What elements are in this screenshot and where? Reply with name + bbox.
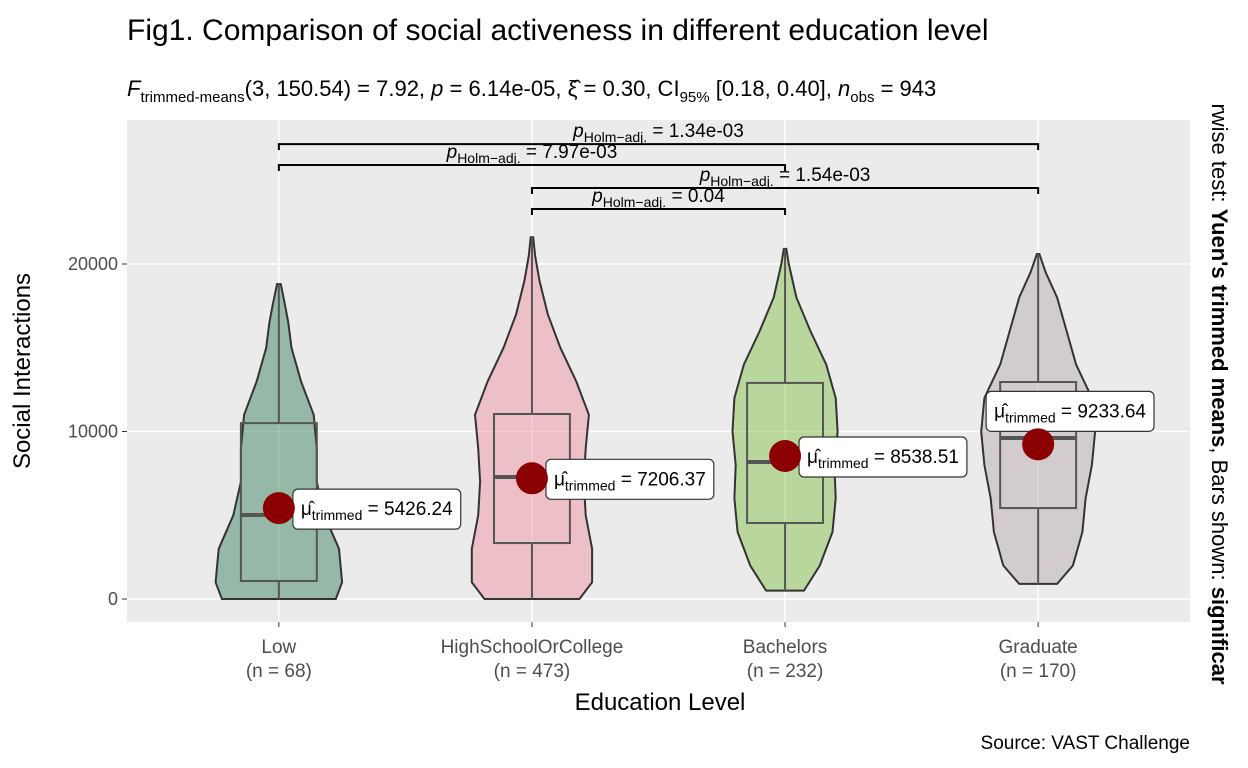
y-tick-label: 10000 bbox=[68, 422, 118, 442]
text-part: rwise test: bbox=[1207, 103, 1232, 208]
trimmed-mean bbox=[515, 462, 548, 495]
box bbox=[999, 381, 1078, 510]
text-part: , Bars shown: bbox=[1207, 447, 1232, 586]
p-value: = 0.04 bbox=[666, 186, 725, 207]
text-part: = 943 bbox=[874, 76, 936, 101]
mean-eq: = bbox=[362, 499, 384, 520]
text-part: (3, 150.54) = 7.92, bbox=[245, 76, 432, 101]
text-part: 95% bbox=[680, 89, 710, 106]
mean-label-box bbox=[985, 390, 1155, 432]
text-part: = 0.30, CI bbox=[577, 76, 679, 101]
trimmed-mean bbox=[769, 439, 802, 472]
text-part: significar bbox=[1207, 587, 1232, 685]
y-tick-label: 20000 bbox=[68, 254, 118, 274]
x-tick-count: (n = 232) bbox=[747, 661, 824, 682]
text-part: trimmed-means bbox=[140, 89, 244, 106]
p-symbol: p bbox=[446, 142, 458, 163]
p-value: = 1.34e-03 bbox=[647, 121, 744, 142]
mean-value: 7206.37 bbox=[637, 469, 706, 490]
p-subscript: Holm−adj. bbox=[457, 150, 520, 166]
p-subscript: Holm−adj. bbox=[603, 194, 666, 210]
mean-subscript: trimmed bbox=[312, 507, 363, 523]
p-symbol: p bbox=[699, 165, 711, 186]
chart-title: Fig1. Comparison of social activeness in… bbox=[127, 14, 989, 47]
mean-label: μ̂trimmed = 8538.51 bbox=[807, 447, 959, 471]
text-part: n bbox=[838, 76, 850, 101]
comparison-label: pHolm−adj. = 0.04 bbox=[591, 186, 725, 210]
x-tick-count: (n = 68) bbox=[246, 661, 312, 682]
text-part: [0.18, 0.40], bbox=[710, 76, 838, 101]
text-part: p bbox=[430, 76, 443, 101]
x-tick-label: Bachelors bbox=[743, 637, 828, 658]
chart-subtitle: Ftrimmed-means(3, 150.54) = 7.92, p = 6.… bbox=[127, 76, 936, 106]
mean-eq: = bbox=[1056, 401, 1078, 422]
p-subscript: Holm−adj. bbox=[710, 173, 773, 189]
mean-value: 9233.64 bbox=[1077, 401, 1146, 422]
comparison-bar bbox=[277, 143, 1040, 151]
x-tick-label: Graduate bbox=[999, 637, 1078, 658]
text-part: F bbox=[127, 76, 142, 101]
p-value: = 7.97e-03 bbox=[521, 142, 618, 163]
x-tick-count: (n = 473) bbox=[494, 661, 571, 682]
mean-eq: = bbox=[869, 447, 891, 468]
x-tick-label: HighSchoolOrCollege bbox=[441, 637, 624, 658]
trimmed-mean bbox=[262, 492, 295, 525]
y-axis-title: Social Interactions bbox=[9, 273, 36, 469]
text-part: = 6.14e-05, bbox=[443, 76, 567, 101]
mean-label: μ̂trimmed = 5426.24 bbox=[301, 499, 453, 523]
x-tick-label: Low bbox=[261, 637, 296, 658]
p-subscript: Holm−adj. bbox=[584, 129, 647, 145]
mean-eq: = bbox=[615, 469, 637, 490]
x-tick-count: (n = 170) bbox=[1000, 661, 1077, 682]
comparison-bar bbox=[530, 208, 787, 216]
mean-value: 5426.24 bbox=[384, 499, 453, 520]
comparison-label: pHolm−adj. = 7.97e-03 bbox=[446, 142, 618, 166]
plot-panel bbox=[127, 120, 1190, 622]
comparison-bar bbox=[530, 186, 1040, 194]
x-axis-title: Education Level bbox=[575, 689, 746, 716]
y-tick-label: 0 bbox=[108, 589, 118, 609]
mean-subscript: trimmed bbox=[1005, 409, 1056, 425]
caption: Source: VAST Challenge bbox=[981, 733, 1190, 754]
comparison-bar bbox=[277, 164, 787, 172]
mean-subscript: trimmed bbox=[565, 477, 616, 493]
trimmed-mean bbox=[1022, 428, 1055, 461]
side-caption: rwise test: Yuen's trimmed means, Bars s… bbox=[1207, 103, 1232, 685]
text-part: Yuen's trimmed means bbox=[1207, 209, 1232, 448]
mean-label: μ̂trimmed = 7206.37 bbox=[554, 469, 706, 493]
comparison-label: pHolm−adj. = 1.34e-03 bbox=[572, 121, 744, 145]
p-value: = 1.54e-03 bbox=[774, 165, 871, 186]
p-symbol: p bbox=[572, 121, 584, 142]
mean-label: μ̂trimmed = 9233.64 bbox=[994, 401, 1146, 425]
mean-subscript: trimmed bbox=[818, 455, 869, 471]
text-part: obs bbox=[850, 89, 874, 106]
comparison-label: pHolm−adj. = 1.54e-03 bbox=[699, 165, 871, 189]
p-symbol: p bbox=[591, 186, 603, 207]
mean-value: 8538.51 bbox=[890, 447, 959, 468]
